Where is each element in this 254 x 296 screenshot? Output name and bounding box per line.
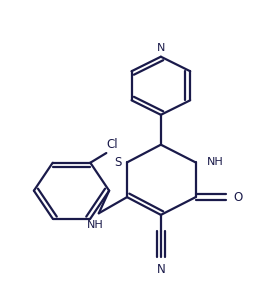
Text: NH: NH bbox=[207, 157, 224, 168]
Text: O: O bbox=[233, 191, 243, 204]
Text: Cl: Cl bbox=[106, 138, 118, 151]
Text: N: N bbox=[157, 44, 165, 54]
Text: NH: NH bbox=[87, 220, 103, 230]
Text: N: N bbox=[156, 263, 165, 276]
Text: S: S bbox=[114, 156, 121, 169]
